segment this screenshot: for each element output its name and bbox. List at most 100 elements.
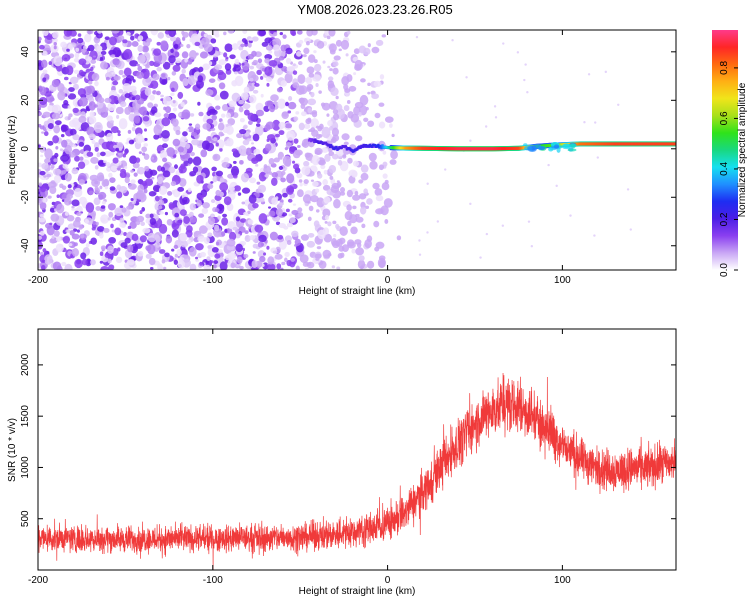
noise-point [232, 160, 237, 164]
noise-point [142, 116, 150, 122]
noise-point [150, 176, 155, 180]
noise-point [219, 90, 229, 100]
noise-point [255, 109, 265, 117]
noise-point [100, 151, 106, 157]
noise-point [202, 63, 210, 71]
noise-point [55, 145, 59, 150]
noise-point [108, 49, 117, 56]
noise-point [40, 264, 46, 270]
noise-point [374, 188, 383, 197]
noise-point [283, 225, 289, 230]
noise-point [218, 82, 226, 90]
noise-point [239, 265, 244, 270]
noise-point [189, 37, 194, 43]
ridge-core [356, 147, 359, 151]
snr-x-ticks: -200 -100 0 100 [28, 329, 571, 586]
noise-point [161, 60, 166, 64]
spectrogram-x-label: Height of straight line (km) [299, 286, 416, 297]
noise-point [77, 161, 86, 169]
noise-point [222, 104, 229, 112]
noise-point [48, 61, 53, 66]
noise-point [243, 124, 248, 129]
noise-point [96, 152, 101, 158]
noise-point [263, 165, 272, 174]
noise-point [381, 34, 387, 38]
noise-point [139, 235, 147, 243]
noise-point [184, 143, 191, 150]
noise-point [347, 111, 354, 119]
noise-point [121, 207, 127, 213]
noise-point [41, 131, 45, 134]
noise-point [218, 131, 224, 137]
noise-point [297, 145, 301, 149]
noise-point [163, 113, 170, 118]
noise-point [69, 128, 77, 136]
noise-point [110, 126, 119, 134]
noise-point [42, 50, 48, 56]
noise-point [181, 51, 189, 59]
noise-point [318, 159, 326, 166]
noise-point [187, 187, 192, 193]
noise-point [118, 69, 124, 76]
noise-point [86, 30, 94, 35]
noise-point [303, 160, 310, 167]
noise-point [299, 182, 303, 187]
noise-point [88, 115, 97, 125]
noise-point [131, 233, 139, 242]
noise-point [126, 205, 132, 210]
noise-point [242, 103, 251, 110]
noise-point [66, 167, 70, 172]
noise-point [176, 219, 182, 226]
noise-point [366, 235, 373, 243]
noise-point [239, 218, 247, 223]
noise-point [143, 143, 149, 147]
noise-point [101, 200, 107, 205]
noise-point [221, 217, 229, 226]
noise-point [168, 55, 176, 64]
noise-point [161, 130, 170, 139]
noise-point [380, 205, 389, 216]
noise-point [107, 245, 114, 254]
noise-point [314, 253, 322, 259]
noise-point [118, 118, 128, 130]
noise-point [593, 234, 596, 237]
noise-point [257, 184, 267, 193]
noise-point [162, 170, 171, 178]
noise-point [278, 130, 285, 136]
noise-point [343, 83, 349, 91]
noise-point [62, 163, 68, 169]
noise-point [371, 46, 380, 54]
noise-point [384, 218, 389, 224]
noise-point [248, 94, 257, 104]
noise-point [182, 131, 188, 137]
noise-point [367, 82, 371, 87]
noise-point [182, 31, 189, 38]
noise-point [49, 97, 55, 102]
noise-point [288, 213, 293, 217]
noise-point [324, 214, 330, 221]
noise-point [86, 126, 95, 136]
noise-point [308, 72, 315, 78]
noise-point [159, 149, 168, 160]
noise-point [150, 80, 159, 89]
noise-point [277, 176, 281, 181]
noise-point [92, 220, 96, 226]
noise-point [284, 123, 293, 129]
noise-point [298, 179, 303, 183]
noise-point [85, 243, 90, 248]
noise-point [123, 48, 133, 60]
noise-point [316, 40, 325, 49]
noise-point [333, 55, 341, 61]
noise-point [255, 164, 259, 167]
noise-point [38, 217, 46, 223]
noise-point [188, 216, 197, 223]
noise-point [186, 128, 190, 132]
noise-point [263, 252, 267, 256]
noise-point [62, 236, 71, 244]
noise-point [286, 240, 292, 246]
noise-point [282, 34, 287, 39]
noise-point [219, 177, 225, 184]
noise-point [192, 166, 199, 174]
ridge-core [340, 146, 343, 150]
noise-point [42, 248, 47, 253]
